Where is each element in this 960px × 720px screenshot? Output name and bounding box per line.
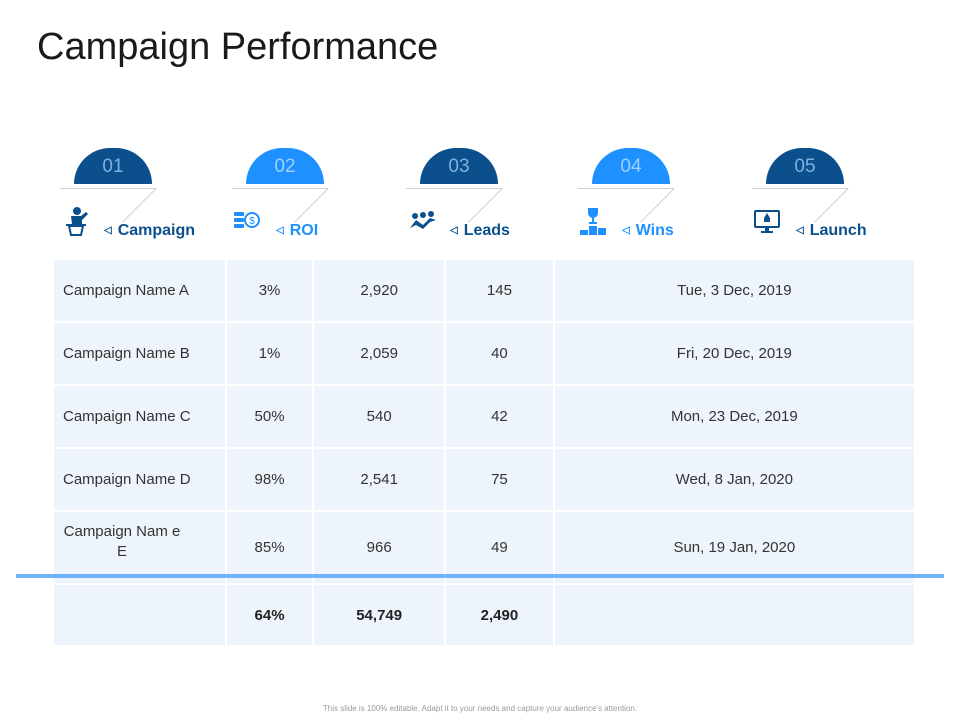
column-number: 03 — [420, 148, 498, 184]
campaign-name-cell: Campaign Name B — [54, 323, 225, 384]
wins-cell: 145 — [446, 260, 553, 321]
coins-icon: $ — [234, 212, 260, 228]
table-row: Campaign Name A 3% 2,920 145 Tue, 3 Dec,… — [54, 260, 914, 321]
divider — [122, 188, 157, 223]
footer-note: This slide is 100% editable. Adapt it to… — [322, 704, 638, 713]
divider — [752, 188, 848, 189]
divider — [468, 188, 503, 223]
presenter-icon — [66, 207, 88, 236]
totals-label-cell — [54, 585, 225, 645]
column-header-campaign: 01 ◁ Campaign — [52, 148, 228, 248]
column-label: ◁ Leads — [450, 222, 510, 239]
divider — [578, 188, 674, 189]
campaign-name-cell: Campaign Nam e E — [54, 512, 225, 583]
launch-cell: Mon, 23 Dec, 2019 — [554, 386, 914, 447]
campaign-name-cell: Campaign Name D — [54, 449, 225, 510]
column-number: 01 — [74, 148, 152, 184]
column-label: ◁ Campaign — [104, 222, 196, 239]
column-label: ◁ ROI — [276, 222, 319, 239]
divider — [294, 188, 329, 223]
campaign-name-cell: Campaign Name A — [54, 260, 225, 321]
divider — [640, 188, 675, 223]
divider — [232, 188, 328, 189]
column-number: 04 — [592, 148, 670, 184]
page-title: Campaign Performance — [37, 26, 439, 68]
launch-cell: Tue, 3 Dec, 2019 — [554, 260, 914, 321]
table-row: Campaign Name D 98% 2,541 75 Wed, 8 Jan,… — [54, 449, 914, 510]
wins-cell: 42 — [446, 386, 553, 447]
wins-cell: 75 — [446, 449, 553, 510]
totals-separator — [16, 574, 944, 578]
column-header-launch: 05 ◁ Launch — [744, 148, 920, 248]
roi-cell: 3% — [227, 260, 313, 321]
leads-cell: 966 — [314, 512, 445, 583]
divider — [406, 188, 502, 189]
launch-total-cell — [554, 585, 914, 645]
column-number: 02 — [246, 148, 324, 184]
roi-cell: 85% — [227, 512, 313, 583]
leads-cell: 2,920 — [314, 260, 445, 321]
roi-cell: 98% — [227, 449, 313, 510]
roi-cell: 1% — [227, 323, 313, 384]
divider — [60, 188, 156, 189]
trophy-icon — [580, 208, 606, 235]
table-row: Campaign Name B 1% 2,059 40 Fri, 20 Dec,… — [54, 323, 914, 384]
launch-cell: Fri, 20 Dec, 2019 — [554, 323, 914, 384]
column-label: ◁ Wins — [622, 222, 674, 239]
launch-cell: Wed, 8 Jan, 2020 — [554, 449, 914, 510]
column-number: 05 — [766, 148, 844, 184]
campaign-table: Campaign Name A 3% 2,920 145 Tue, 3 Dec,… — [52, 258, 916, 647]
wins-cell: 40 — [446, 323, 553, 384]
table-row: Campaign Nam e E 85% 966 49 Sun, 19 Jan,… — [54, 512, 914, 583]
leads-total: 54,749 — [314, 585, 445, 645]
column-label: ◁ Launch — [796, 222, 867, 239]
wins-total: 2,490 — [446, 585, 553, 645]
leads-cell: 2,541 — [314, 449, 445, 510]
campaign-name-cell: Campaign Name C — [54, 386, 225, 447]
leads-cell: 540 — [314, 386, 445, 447]
rocket-monitor-icon — [754, 210, 780, 233]
roi-total: 64% — [227, 585, 313, 645]
wins-cell: 49 — [446, 512, 553, 583]
divider — [814, 188, 849, 223]
launch-cell: Sun, 19 Jan, 2020 — [554, 512, 914, 583]
totals-row: 64% 54,749 2,490 — [54, 585, 914, 645]
svg-text:$: $ — [249, 216, 255, 227]
column-header-roi: 02 $ ◁ ROI — [224, 148, 400, 248]
column-header-wins: 04 ◁ Wins — [570, 148, 746, 248]
table-row: Campaign Name C 50% 540 42 Mon, 23 Dec, … — [54, 386, 914, 447]
roi-cell: 50% — [227, 386, 313, 447]
leads-cell: 2,059 — [314, 323, 445, 384]
column-header-leads: 03 ◁ Leads — [398, 148, 574, 248]
team-icon — [410, 211, 436, 229]
